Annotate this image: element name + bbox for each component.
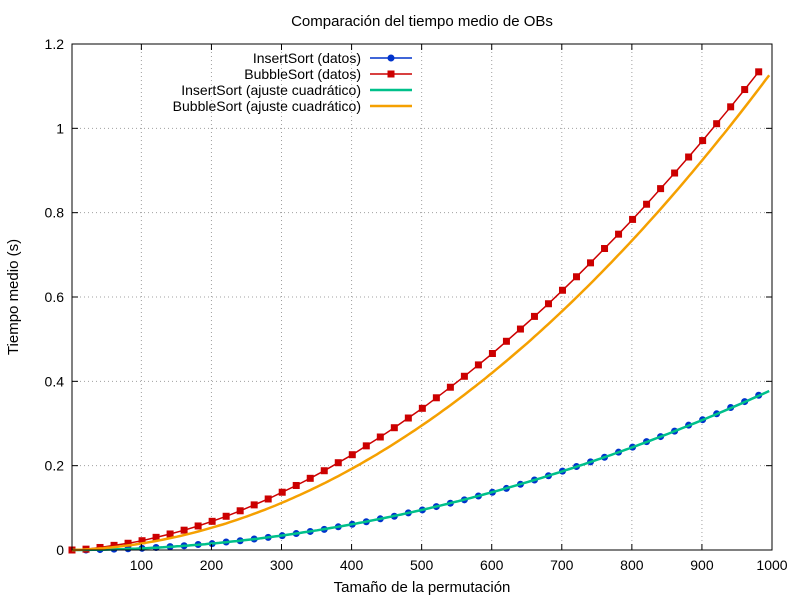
data-point-square bbox=[418, 404, 426, 412]
y-tick-label: 0.2 bbox=[45, 458, 65, 474]
series-layer bbox=[68, 68, 771, 554]
data-point-square bbox=[264, 495, 272, 503]
data-point-square bbox=[208, 517, 216, 525]
data-point-square bbox=[727, 103, 735, 111]
fit-curve bbox=[72, 389, 770, 552]
y-tick-label: 0.6 bbox=[45, 289, 65, 305]
data-point-square bbox=[474, 361, 482, 369]
x-tick-label: 800 bbox=[620, 557, 644, 573]
data-point-square bbox=[348, 451, 356, 459]
y-tick-label: 1.2 bbox=[45, 36, 65, 52]
data-point-square bbox=[278, 488, 286, 496]
y-tick-label: 0.4 bbox=[45, 373, 65, 389]
y-tick-label: 0.8 bbox=[45, 205, 65, 221]
data-point-square bbox=[516, 325, 524, 333]
ticks: 0 0.2 0.4 0.6 0.8 1 1.2 100 200 300 400 500 600 700 80… bbox=[45, 36, 788, 573]
data-point-square bbox=[643, 200, 651, 208]
y-axis-title: Tiempo medio (s) bbox=[5, 239, 22, 355]
data-point-square bbox=[166, 530, 174, 538]
legend: InsertSort (datos)BubbleSort (datos)Inse… bbox=[173, 50, 412, 114]
data-point-square bbox=[110, 541, 118, 549]
data-point-square bbox=[362, 442, 370, 450]
data-point-square bbox=[236, 507, 244, 515]
data-point-square bbox=[152, 533, 160, 541]
x-tick-label: 700 bbox=[550, 557, 574, 573]
legend-label: InsertSort (datos) bbox=[253, 50, 361, 66]
legend-label: InsertSort (ajuste cuadrático) bbox=[181, 82, 361, 98]
x-tick-label: 900 bbox=[690, 557, 714, 573]
data-point-square bbox=[390, 424, 398, 432]
data-point-square bbox=[502, 337, 510, 345]
data-point-square bbox=[657, 185, 665, 193]
data-point-square bbox=[180, 526, 188, 534]
x-tick-label: 200 bbox=[200, 557, 224, 573]
data-point-square bbox=[558, 286, 566, 294]
fit-curve bbox=[71, 74, 771, 552]
data-point-square bbox=[685, 153, 693, 161]
data-point-square bbox=[292, 481, 300, 489]
data-point-square bbox=[671, 169, 679, 177]
x-axis-title: Tamaño de la permutación bbox=[334, 579, 511, 596]
x-tick-label: 300 bbox=[270, 557, 294, 573]
data-point-square bbox=[124, 539, 132, 547]
x-tick-label: 500 bbox=[410, 557, 434, 573]
data-point-square bbox=[446, 383, 454, 391]
data-point-square bbox=[573, 273, 581, 281]
legend-marker-circle bbox=[387, 54, 395, 62]
data-point-square bbox=[320, 467, 328, 475]
data-point-square bbox=[587, 259, 595, 267]
legend-label: BubbleSort (datos) bbox=[244, 66, 361, 82]
chart-title: Comparación del tiempo medio de OBs bbox=[291, 13, 553, 30]
x-tick-label: 100 bbox=[130, 557, 154, 573]
data-point-square bbox=[544, 300, 552, 308]
y-tick-label: 0 bbox=[56, 542, 64, 558]
legend-marker-square bbox=[387, 70, 395, 78]
data-point-square bbox=[306, 474, 314, 482]
data-point-square bbox=[404, 414, 412, 422]
data-point-square bbox=[460, 372, 468, 380]
x-tick-label: 1000 bbox=[756, 557, 787, 573]
x-tick-label: 400 bbox=[340, 557, 364, 573]
data-point-square bbox=[530, 312, 538, 320]
data-point-square bbox=[138, 537, 146, 545]
grid bbox=[72, 44, 772, 550]
data-point-square bbox=[334, 459, 342, 467]
data-point-square bbox=[194, 522, 202, 530]
data-point-square bbox=[699, 137, 707, 145]
data-point-square bbox=[741, 86, 749, 94]
data-point-square bbox=[755, 68, 763, 76]
data-point-square bbox=[615, 230, 623, 238]
data-point-square bbox=[376, 433, 384, 441]
data-point-square bbox=[713, 120, 721, 128]
y-tick-label: 1 bbox=[56, 120, 64, 136]
data-point-square bbox=[222, 512, 230, 520]
data-point-square bbox=[250, 501, 258, 509]
data-point-square bbox=[488, 350, 496, 358]
data-point-square bbox=[601, 245, 609, 253]
data-point-square bbox=[629, 215, 637, 223]
legend-label: BubbleSort (ajuste cuadrático) bbox=[173, 98, 361, 114]
x-tick-label: 600 bbox=[480, 557, 504, 573]
data-point-square bbox=[432, 394, 440, 402]
